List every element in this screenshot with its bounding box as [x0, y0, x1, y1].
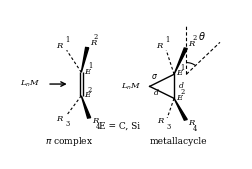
- Text: R: R: [56, 115, 63, 123]
- Text: metallacycle: metallacycle: [149, 137, 207, 146]
- Polygon shape: [174, 48, 187, 74]
- Polygon shape: [81, 47, 89, 72]
- Text: $\sigma$: $\sigma$: [151, 72, 158, 81]
- Text: $\pi$ complex: $\pi$ complex: [45, 135, 94, 148]
- Text: d: d: [154, 89, 159, 96]
- Text: 4: 4: [96, 123, 100, 131]
- Text: E: E: [176, 69, 182, 77]
- Text: 2: 2: [193, 34, 197, 42]
- Text: 3: 3: [66, 120, 70, 128]
- Text: L$_n$M: L$_n$M: [20, 79, 40, 89]
- Polygon shape: [174, 98, 187, 120]
- Text: R: R: [90, 39, 96, 47]
- Text: 1: 1: [180, 64, 184, 71]
- Text: E: E: [84, 68, 90, 76]
- Text: R: R: [56, 42, 63, 50]
- Text: 1: 1: [66, 36, 70, 44]
- Text: 2: 2: [94, 33, 98, 41]
- Text: d: d: [179, 82, 184, 90]
- Text: R: R: [157, 117, 163, 125]
- Text: E = C, Si: E = C, Si: [99, 121, 140, 130]
- Text: 2: 2: [180, 88, 184, 96]
- Text: R: R: [188, 119, 195, 127]
- Text: 2: 2: [88, 86, 92, 94]
- Text: R: R: [156, 42, 162, 50]
- Text: E: E: [84, 91, 90, 99]
- Polygon shape: [81, 96, 91, 118]
- Text: E: E: [176, 94, 182, 102]
- Text: 3: 3: [166, 123, 171, 131]
- Text: R: R: [92, 117, 98, 125]
- Text: 1: 1: [88, 63, 92, 70]
- Text: 1: 1: [165, 36, 170, 44]
- Text: $\theta$: $\theta$: [199, 30, 206, 42]
- Text: L$_n$M: L$_n$M: [121, 81, 142, 92]
- Text: 4: 4: [193, 125, 197, 133]
- Text: R: R: [188, 40, 195, 48]
